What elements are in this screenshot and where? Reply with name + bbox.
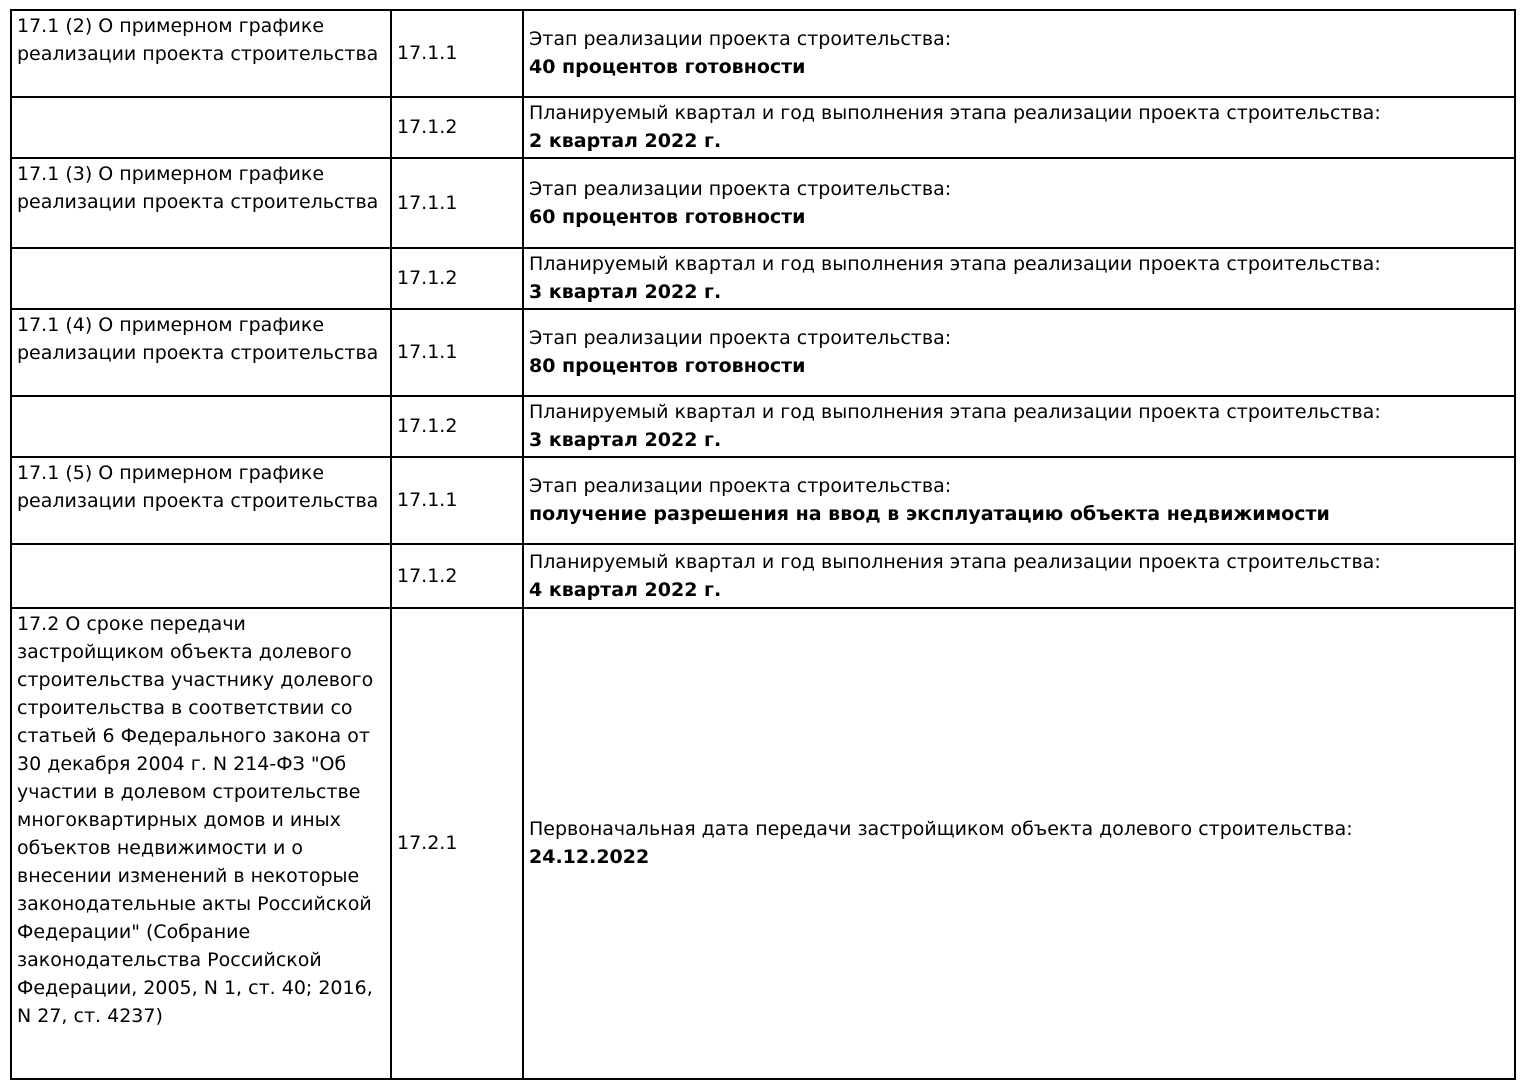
section-title: 17.1 (3) О примерном графике реализации … [17, 163, 379, 213]
section-cell: 17.2 О сроке передачи застройщиком объек… [10, 607, 392, 1080]
content-cell: Первоначальная дата передачи застройщико… [522, 607, 1516, 1080]
code-cell: 17.1.2 [390, 543, 524, 609]
field-value: 3 квартал 2022 г. [529, 281, 722, 303]
field-label: Этап реализации проекта строительства: [529, 475, 952, 497]
field-label: Планируемый квартал и год выполнения эта… [529, 102, 1381, 124]
field-label: Этап реализации проекта строительства: [529, 177, 952, 200]
section-cell [10, 543, 392, 609]
content-cell: Этап реализации проекта строительства: 6… [522, 157, 1516, 249]
table-row: 17.2 О сроке передачи застройщиком объек… [10, 607, 1516, 1080]
code-cell: 17.1.1 [390, 308, 524, 397]
code-cell: 17.1.2 [390, 395, 524, 458]
code-cell: 17.2.1 [390, 607, 524, 1080]
content-cell: Этап реализации проекта строительства: 8… [522, 308, 1516, 397]
section-cell [10, 395, 392, 458]
field-value: 24.12.2022 [529, 846, 650, 868]
field-value: 4 квартал 2022 г. [529, 578, 722, 601]
section-cell: 17.1 (3) О примерном графике реализации … [10, 157, 392, 249]
table-row: 17.1 (3) О примерном графике реализации … [10, 157, 1516, 249]
field-value: 40 процентов готовности [529, 56, 806, 78]
section-cell: 17.1 (4) О примерном графике реализации … [10, 308, 392, 397]
field-label: Первоначальная дата передачи застройщико… [529, 818, 1353, 840]
field-label: Этап реализации проекта строительства: [529, 28, 952, 50]
code-cell: 17.1.2 [390, 96, 524, 159]
table-row: 17.1 (4) О примерном графике реализации … [10, 308, 1516, 397]
code-cell: 17.1.1 [390, 456, 524, 545]
content-cell: Этап реализации проекта строительства: п… [522, 456, 1516, 545]
field-label: Планируемый квартал и год выполнения эта… [529, 401, 1381, 423]
content-cell: Планируемый квартал и год выполнения эта… [522, 96, 1516, 159]
field-label: Этап реализации проекта строительства: [529, 327, 952, 349]
table-row: 17.1.2 Планируемый квартал и год выполне… [10, 247, 1516, 310]
code-cell: 17.1.1 [390, 9, 524, 98]
section-title: 17.2 О сроке передачи застройщиком объек… [17, 613, 374, 1027]
field-label: Планируемый квартал и год выполнения эта… [529, 253, 1381, 275]
section-cell: 17.1 (2) О примерном графике реализации … [10, 9, 392, 98]
content-cell: Этап реализации проекта строительства: 4… [522, 9, 1516, 98]
content-cell: Планируемый квартал и год выполнения эта… [522, 247, 1516, 310]
table-row: 17.1 (2) О примерном графике реализации … [10, 9, 1516, 98]
project-declaration-table: 17.1 (2) О примерном графике реализации … [10, 9, 1516, 1080]
content-cell: Планируемый квартал и год выполнения эта… [522, 395, 1516, 458]
code-cell: 17.1.2 [390, 247, 524, 310]
field-value: получение разрешения на ввод в эксплуата… [529, 503, 1330, 525]
table-row: 17.1.2 Планируемый квартал и год выполне… [10, 96, 1516, 159]
table-row: 17.1.2 Планируемый квартал и год выполне… [10, 543, 1516, 609]
section-title: 17.1 (4) О примерном графике реализации … [17, 314, 379, 364]
section-title: 17.1 (5) О примерном графике реализации … [17, 462, 379, 512]
table-row: 17.1.2 Планируемый квартал и год выполне… [10, 395, 1516, 458]
field-value: 60 процентов готовности [529, 205, 806, 228]
section-cell [10, 96, 392, 159]
code-cell: 17.1.1 [390, 157, 524, 249]
content-cell: Планируемый квартал и год выполнения эта… [522, 543, 1516, 609]
field-value: 3 квартал 2022 г. [529, 429, 722, 451]
field-value: 80 процентов готовности [529, 355, 806, 377]
table-row: 17.1 (5) О примерном графике реализации … [10, 456, 1516, 545]
section-cell: 17.1 (5) О примерном графике реализации … [10, 456, 392, 545]
section-title: 17.1 (2) О примерном графике реализации … [17, 15, 379, 65]
field-label: Планируемый квартал и год выполнения эта… [529, 550, 1381, 573]
section-cell [10, 247, 392, 310]
field-value: 2 квартал 2022 г. [529, 130, 722, 152]
